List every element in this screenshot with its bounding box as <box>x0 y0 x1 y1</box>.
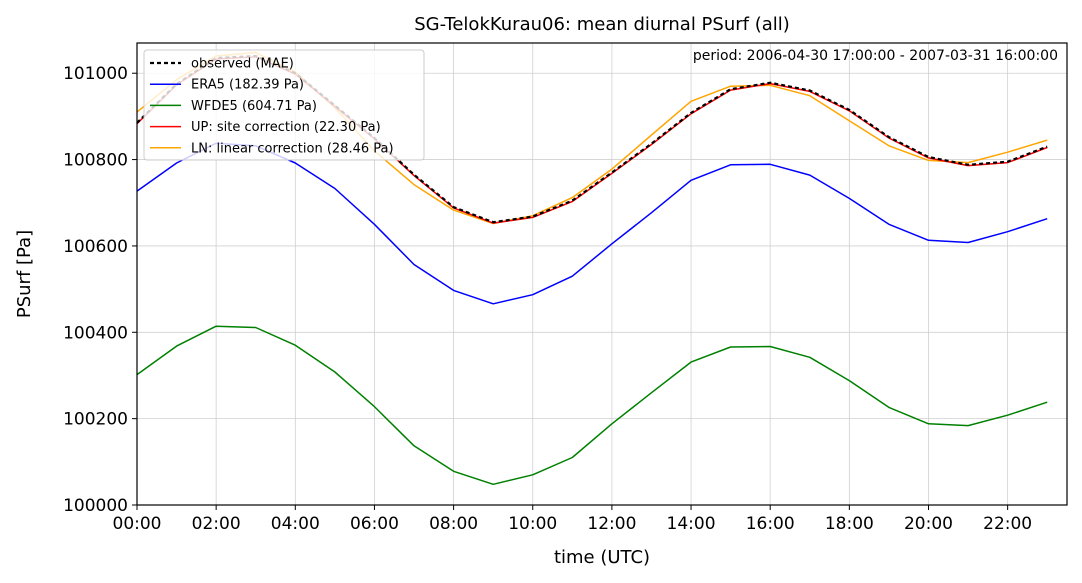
period-annotation: period: 2006-04-30 17:00:00 - 2007-03-31… <box>693 48 1058 64</box>
x-tick-label: 06:00 <box>350 514 399 534</box>
y-tick-label: 100400 <box>63 323 128 343</box>
plot-frame <box>136 42 1068 506</box>
x-tick-label: 08:00 <box>429 514 478 534</box>
legend: observed (MAE) ERA5 (182.39 Pa) WFDE5 (604… <box>143 49 425 161</box>
x-tick-label: 16:00 <box>746 514 795 534</box>
y-tick-label: 101000 <box>63 64 128 84</box>
y-tick-label: 100600 <box>63 237 128 257</box>
series-line-2 <box>136 325 1048 486</box>
legend-box <box>143 49 425 161</box>
legend-label-4: LN: linear correction (28.46 Pa) <box>191 141 394 156</box>
series-line-1 <box>136 142 1048 305</box>
legend-label-0: observed (MAE) <box>191 57 294 72</box>
x-tick-label: 12:00 <box>587 514 636 534</box>
x-tick-label: 10:00 <box>508 514 557 534</box>
x-tick-label: 20:00 <box>904 514 953 534</box>
y-tick-label: 100200 <box>63 410 128 430</box>
axis-ticks: 00:00 02:00 04:00 06:00 08:00 10:00 12:00 14:00… <box>63 64 1032 534</box>
x-tick-label: 14:00 <box>667 514 716 534</box>
x-tick-label: 00:00 <box>113 514 162 534</box>
legend-label-1: ERA5 (182.39 Pa) <box>191 78 304 93</box>
chart-title: SG-TelokKurau06: mean diurnal PSurf (all… <box>414 14 790 35</box>
x-tick-label: 18:00 <box>825 514 874 534</box>
x-tick-label: 04:00 <box>271 514 320 534</box>
x-tick-label: 22:00 <box>983 514 1032 534</box>
x-tick-label: 02:00 <box>192 514 241 534</box>
x-axis-label: time (UTC) <box>554 547 650 568</box>
legend-label-3: UP: site correction (22.30 Pa) <box>191 120 381 135</box>
legend-label-2: WFDE5 (604.71 Pa) <box>191 99 317 114</box>
y-axis-label: PSurf [Pa] <box>14 230 35 318</box>
y-tick-label: 100000 <box>63 496 128 516</box>
y-tick-label: 100800 <box>63 151 128 171</box>
